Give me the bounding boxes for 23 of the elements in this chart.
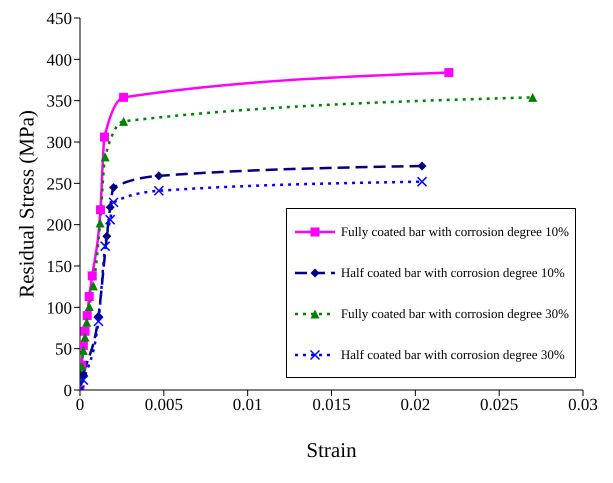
y-tick-label: 400	[46, 50, 72, 70]
y-tick-label: 150	[46, 257, 72, 276]
y-tick-label: 100	[46, 298, 72, 318]
y-tick-label: 450	[46, 9, 72, 28]
legend-label: Half coated bar with corrosion degree 10%	[340, 264, 565, 280]
x-axis-title: Strain	[306, 438, 358, 462]
x-tick-label: 0	[76, 395, 84, 414]
x-tick-label: 0.025	[480, 395, 518, 414]
y-axis-title: Residual Stress (MPa)	[14, 110, 38, 298]
x-tick-label: 0.015	[312, 395, 351, 414]
y-tick-label: 50	[55, 340, 72, 359]
y-tick-label: 300	[46, 133, 72, 152]
x-tick-label: 0.02	[400, 395, 430, 414]
legend-label: Fully coated bar with corrosion degree 30%	[340, 306, 569, 322]
y-tick-label: 250	[46, 174, 72, 194]
legend-label: Fully coated bar with corrosion degree 10%	[340, 224, 569, 240]
x-tick-label: 0.005	[144, 395, 183, 414]
x-tick-label: 0.03	[568, 395, 598, 414]
y-tick-label: 0	[64, 381, 72, 400]
legend-label: Half coated bar with corrosion degree 30%	[340, 346, 565, 362]
x-tick-label: 0.01	[232, 395, 263, 414]
y-tick-label: 350	[46, 92, 72, 111]
y-tick-label: 200	[46, 216, 72, 235]
